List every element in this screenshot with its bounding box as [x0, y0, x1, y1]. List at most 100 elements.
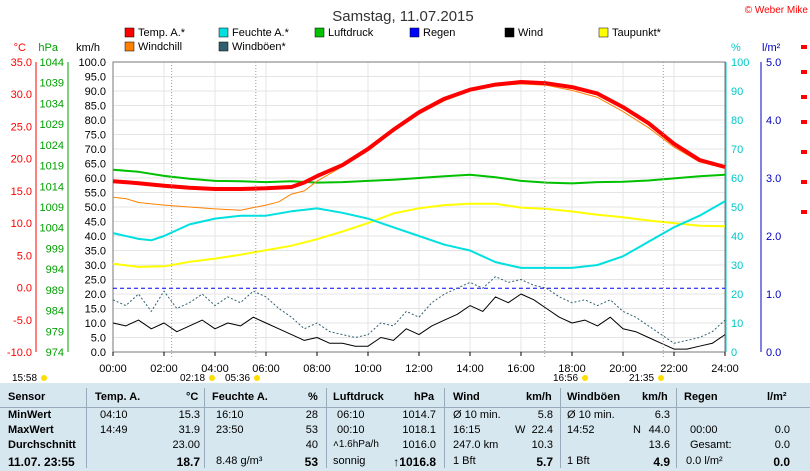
windboeen-value: 44.0 — [648, 424, 670, 436]
axis-tick-label: 5.0 — [17, 250, 32, 262]
axis-tick-label: 5.0 — [91, 333, 106, 345]
axis-tick-label: 25.0 — [85, 275, 106, 287]
chart-background — [0, 0, 810, 383]
axis-tick-label: 984 — [46, 306, 64, 318]
x-tick-label: 10:00 — [354, 363, 382, 375]
axis-tick-label: 100 — [731, 57, 749, 69]
temp-value: 15.3 — [178, 409, 200, 421]
legend-swatch — [598, 27, 609, 38]
regen-current-value: 0.0 — [773, 455, 790, 469]
axes: °C 35.0 30.0 25.0 20.0 15.0 10.0 5.0 0.0 -5.0 -10.… — [7, 42, 781, 375]
axis-tick-label: 20.0 — [11, 154, 32, 166]
separator — [326, 388, 327, 468]
absolute-humidity: 8.48 g/m³ — [216, 455, 263, 467]
marker-label: 16:56 — [553, 373, 578, 383]
x-tick-label: 02:00 — [150, 363, 178, 375]
legend: Temp. A.* Feuchte A.* Luftdruck Regen Wind Ta… — [124, 27, 662, 53]
weather-chart: Samstag, 11.07.2015 © Weber Mike Temp. A… — [0, 0, 810, 383]
regen-value: 0.0 — [774, 439, 790, 451]
header-temp: Temp. A. — [95, 391, 141, 403]
axis-tick-label: 2.0 — [766, 231, 781, 243]
separator — [86, 388, 87, 468]
separator — [676, 388, 677, 468]
legend-label: Regen — [423, 27, 455, 39]
statistics-table: Sensor Temp. A. °C Feuchte A. % Luftdruc… — [0, 383, 810, 471]
axis-tick-label: 1024 — [40, 140, 64, 152]
marker-label: 02:18 — [180, 373, 205, 383]
axis-tick-label: -10.0 — [7, 347, 32, 359]
edge-mark — [801, 210, 807, 214]
axis-tick-label: 20 — [731, 289, 743, 301]
windboeen-beaufort: 1 Bft — [567, 455, 590, 467]
series-wind — [112, 293, 726, 350]
axis-tick-label: 40 — [731, 231, 743, 243]
legend-swatch — [218, 27, 229, 38]
axis-tick-label: 0.0 — [766, 347, 781, 359]
luftdruck-value: 1014.7 — [402, 409, 436, 421]
temp-value: 23.00 — [172, 439, 200, 451]
legend-label: Feuchte A.* — [232, 27, 290, 39]
regen-info: Gesamt: — [690, 439, 732, 451]
edge-mark — [801, 180, 807, 184]
feuchte-value: 28 — [305, 409, 318, 421]
temp-current-value: 18.7 — [176, 455, 200, 469]
axis-tick-label: 10.0 — [11, 218, 32, 230]
windboeen-info: Ø 10 min. — [567, 409, 615, 421]
axis-tick-label: 1014 — [40, 181, 64, 193]
sun-icon — [658, 375, 664, 381]
axis-tick-label: 10.0 — [85, 318, 106, 330]
x-tick-label: 06:00 — [252, 363, 280, 375]
x-tick-label: 20:00 — [609, 363, 637, 375]
axis-tick-label: 40.0 — [85, 231, 106, 243]
axis-tick-label: 1009 — [40, 202, 64, 214]
axis-tick-label: 4.0 — [766, 115, 781, 127]
series-temp-a — [112, 80, 726, 191]
axis-tick-label: 100.0 — [78, 57, 106, 69]
x-tick-label: 14:00 — [456, 363, 484, 375]
wind-info: 16:15 — [453, 424, 481, 436]
axis-tick-label: 1004 — [40, 223, 64, 235]
marker-label: 15:58 — [12, 373, 37, 383]
legend-swatch — [124, 41, 135, 52]
wind-direction: W — [515, 424, 526, 436]
wind-value: 5.8 — [537, 409, 553, 421]
edge-mark — [801, 150, 807, 154]
axis-tick-label: 90 — [731, 86, 743, 98]
temp-value: 31.9 — [178, 424, 200, 436]
axis-tick-label: 35.0 — [11, 57, 32, 69]
series-feuchte-a — [112, 200, 726, 269]
header-feuchte: Feuchte A. — [212, 391, 268, 403]
header-temp-unit: °C — [186, 391, 199, 403]
feuchte-time: 23:50 — [216, 424, 244, 436]
axis-tick-label: 10 — [731, 318, 743, 330]
legend-label: Wind — [518, 27, 543, 39]
separator — [444, 388, 445, 468]
axis-tick-label: 1039 — [40, 78, 64, 90]
axis-tick-label: 1029 — [40, 119, 64, 131]
header-windboeen: Windböen — [567, 391, 621, 403]
axis-tick-label: 95.0 — [85, 72, 106, 84]
temp-time: 14:49 — [100, 424, 128, 436]
feuchte-value: 53 — [305, 424, 318, 436]
windboeen-value: 6.3 — [654, 409, 670, 421]
axis-tick-label: 60.0 — [85, 173, 106, 185]
axis-tick-label: 1034 — [40, 98, 64, 110]
legend-label: Taupunkt* — [612, 27, 662, 39]
x-tick-label: 12:00 — [405, 363, 433, 375]
legend-swatch — [314, 27, 325, 38]
legend-swatch — [409, 27, 420, 38]
axis-tick-label: 50.0 — [85, 202, 106, 214]
luftdruck-value: 1016.0 — [402, 439, 436, 451]
windboeen-direction: N — [633, 424, 641, 436]
header-regen-unit: l/m² — [767, 391, 787, 403]
axis-tick-label: 15.0 — [85, 304, 106, 316]
luftdruck-time: 06:10 — [337, 409, 365, 421]
axis-tick-label: 25.0 — [11, 121, 32, 133]
axis-tick-label: 974 — [46, 347, 64, 359]
header-feuchte-unit: % — [308, 391, 318, 403]
luftdruck-time: 00:10 — [337, 424, 365, 436]
wind-value: 22.4 — [531, 424, 553, 436]
axis-tick-label: 30.0 — [11, 89, 32, 101]
legend-label: Windchill — [138, 41, 182, 53]
x-tick-label: 24:00 — [711, 363, 739, 375]
